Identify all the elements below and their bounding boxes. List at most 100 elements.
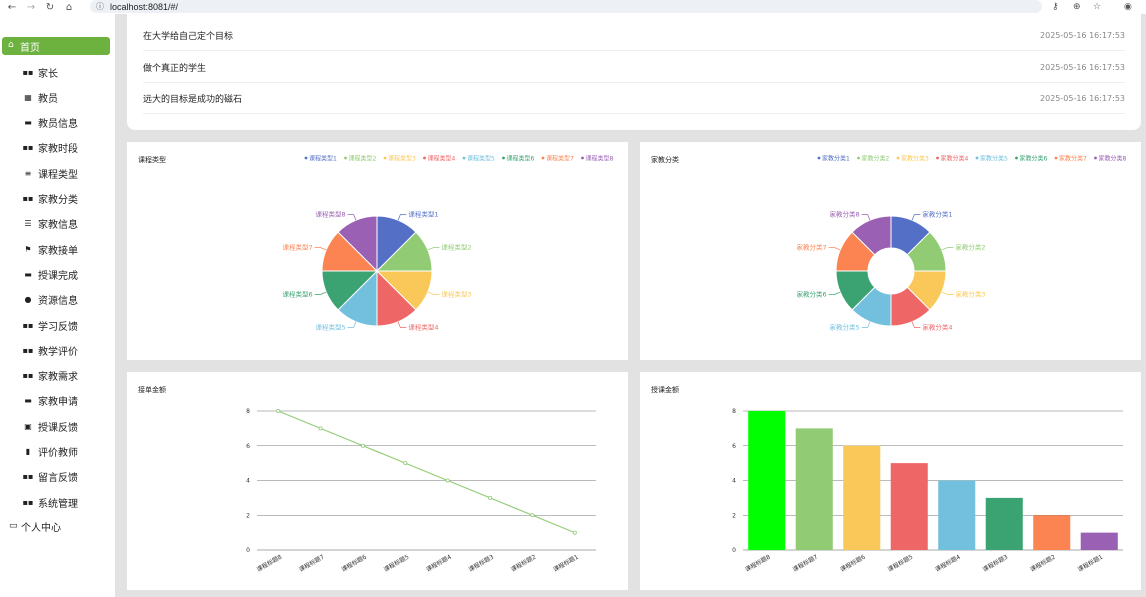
data-point bbox=[403, 461, 408, 466]
leader-line bbox=[314, 247, 327, 251]
sidebar-item-label: 首页 bbox=[20, 42, 40, 54]
sidebar-item[interactable]: ▬ 授课完成 bbox=[0, 265, 115, 283]
y-tick-label: 0 bbox=[246, 547, 250, 554]
legend-label: 课程类型6 bbox=[507, 155, 535, 163]
legend-marker bbox=[857, 156, 860, 160]
pie-slice bbox=[851, 215, 892, 256]
profile-icon[interactable]: ◉ bbox=[1124, 1, 1132, 12]
grid-icon: ▪▪ bbox=[22, 472, 34, 482]
leader-line bbox=[427, 247, 440, 251]
slice-label: 家教分类3 bbox=[955, 289, 985, 298]
legend-label: 家教分类3 bbox=[901, 155, 929, 163]
data-point bbox=[360, 443, 365, 448]
slice-label: 课程类型6 bbox=[283, 289, 313, 298]
notice-date: 2025-05-16 16:17:53 bbox=[1040, 62, 1125, 72]
sidebar-item-label: 课程类型 bbox=[38, 169, 78, 181]
x-tick-label: 课程标题5 bbox=[886, 553, 914, 574]
x-tick-label: 课程标题4 bbox=[934, 553, 962, 574]
y-tick-label: 8 bbox=[732, 408, 736, 415]
forward-icon[interactable]: → bbox=[26, 1, 36, 13]
sidebar-item[interactable]: ▬ 教员信息 bbox=[0, 114, 115, 132]
x-tick-label: 课程标题8 bbox=[255, 553, 283, 574]
x-tick-label: 课程标题7 bbox=[297, 553, 325, 574]
sidebar-item[interactable]: ⚑ 家教接单 bbox=[0, 240, 115, 258]
sidebar-item[interactable]: ▪▪ 系统管理 bbox=[0, 493, 115, 511]
sidebar-item[interactable]: ▪▪ 家长 bbox=[0, 63, 115, 81]
legend-marker bbox=[502, 156, 505, 160]
back-icon[interactable]: ← bbox=[7, 1, 17, 13]
sidebar-item-label: 家教分类 bbox=[38, 195, 78, 206]
star-icon[interactable]: ☆ bbox=[1093, 1, 1102, 12]
sidebar-item[interactable]: ▬ 家教申请 bbox=[0, 392, 115, 410]
legend-marker bbox=[304, 156, 308, 160]
leader-line bbox=[941, 247, 954, 251]
sidebar-item[interactable]: ☰ 家教信息 bbox=[0, 215, 115, 233]
home-icon[interactable]: ⌂ bbox=[65, 1, 73, 13]
list-icon: ☰ bbox=[24, 219, 32, 229]
sidebar-item-label: 资源信息 bbox=[38, 296, 78, 308]
sidebar-item-home[interactable]: ⌂ 首页 bbox=[2, 37, 110, 55]
sidebar-item[interactable]: ▪▪ 学习反馈 bbox=[0, 316, 115, 334]
sidebar-item[interactable]: ▮ 评价教师 bbox=[0, 443, 115, 461]
bar bbox=[1033, 515, 1071, 550]
leader-line bbox=[941, 291, 954, 295]
chart-card-lesson-amount: 授课金额 0 2 4 6 8 课程标题8 课程标题7 课程标题6 课程标题5 课程标题4 课程标题3… bbox=[640, 372, 1141, 590]
sidebar-item[interactable]: ▪▪ 家教分类 bbox=[0, 190, 115, 208]
notice-row[interactable]: 做个真正的学生 2025-05-16 16:17:53 bbox=[143, 52, 1125, 83]
chart-icon: ▮ bbox=[25, 447, 31, 456]
notice-date: 2025-05-16 16:17:53 bbox=[1040, 30, 1125, 40]
leader-line bbox=[347, 321, 357, 328]
data-point bbox=[530, 513, 535, 518]
bar bbox=[748, 411, 786, 550]
legend-label: 课程类型3 bbox=[388, 155, 416, 163]
sidebar-item[interactable]: ▦ 教员 bbox=[0, 88, 115, 106]
legend-label: 家教分类7 bbox=[1059, 155, 1087, 163]
legend-label: 课程类型2 bbox=[349, 155, 377, 163]
calendar-icon: ▭ bbox=[9, 521, 18, 531]
chart-title: 授课金额 bbox=[651, 386, 679, 394]
y-tick-label: 4 bbox=[246, 478, 250, 485]
data-point bbox=[318, 426, 323, 431]
sidebar-item[interactable]: ▣ 授课反馈 bbox=[0, 417, 115, 435]
sidebar-item[interactable]: ▪▪ 教学评价 bbox=[0, 341, 115, 359]
notice-title: 远大的目标是成功的磁石 bbox=[143, 94, 243, 105]
sidebar-item[interactable]: ▪▪ 留言反馈 bbox=[0, 468, 115, 486]
notice-row[interactable]: 在大学给自己定个目标 2025-05-16 16:17:53 bbox=[143, 20, 1125, 51]
legend-label: 课程类型1 bbox=[309, 155, 337, 163]
notice-row[interactable]: 远大的目标是成功的磁石 2025-05-16 16:17:53 bbox=[143, 83, 1125, 114]
legend-marker bbox=[541, 156, 545, 160]
sidebar-item-personal[interactable]: ▭ 个人中心 bbox=[0, 518, 115, 534]
leader-line bbox=[314, 291, 327, 295]
sidebar-item[interactable]: ▪▪ 家教需求 bbox=[0, 367, 115, 385]
notice-title: 在大学给自己定个目标 bbox=[143, 31, 234, 42]
legend-marker bbox=[423, 156, 426, 160]
chart-card-course-type: 课程类型 课程类型1 课程类型2 课程类型3 课程类型4 课程类型5 课程类型6 课程类型7… bbox=[127, 142, 628, 360]
chart-card-order-amount: 接单金额 0 2 4 6 8 课程标题8 课程标题7 课程标题6 课程标题5 课程标题4 课程标题3… bbox=[127, 372, 628, 590]
x-tick-label: 课程标题8 bbox=[744, 553, 772, 574]
y-tick-label: 0 bbox=[732, 547, 736, 554]
flag-icon: ⚑ bbox=[24, 244, 32, 254]
y-tick-label: 6 bbox=[246, 443, 250, 450]
sidebar-item-label: 教员 bbox=[38, 93, 58, 105]
chart-title: 接单金额 bbox=[138, 386, 166, 394]
reload-icon[interactable]: ↻ bbox=[45, 1, 55, 13]
leader-line bbox=[427, 291, 440, 295]
x-tick-label: 课程标题1 bbox=[552, 553, 580, 574]
sidebar-item[interactable]: ≡ 课程类型 bbox=[0, 164, 115, 182]
y-tick-label: 2 bbox=[732, 512, 736, 519]
legend-marker bbox=[1094, 156, 1097, 160]
x-tick-label: 课程标题5 bbox=[382, 553, 410, 574]
sidebar: ⌂ 首页 ▪▪ 家长 ▦ 教员 ▬ 教员信息 ▪▪ 家教时段 ≡ 课程类型 ▪▪ 家教分类 ☰ 家教信息 ⚑… bbox=[0, 32, 115, 597]
sidebar-item[interactable]: ● 资源信息 bbox=[0, 291, 115, 309]
address-bar[interactable]: ⓘ localhost:8081/#/ bbox=[90, 0, 1042, 13]
site-info-icon[interactable]: ⓘ bbox=[96, 2, 104, 11]
sidebar-item[interactable]: ▪▪ 家教时段 bbox=[0, 139, 115, 157]
sliders-icon: ≡ bbox=[24, 168, 32, 178]
x-tick-label: 课程标题4 bbox=[425, 553, 453, 574]
zoom-icon[interactable]: ⊕ bbox=[1073, 1, 1081, 12]
legend-label: 家教分类4 bbox=[941, 155, 969, 163]
sidebar-item-label: 家教时段 bbox=[38, 144, 78, 156]
key-icon[interactable]: ⚷ bbox=[1052, 1, 1059, 12]
notice-title: 做个真正的学生 bbox=[143, 63, 207, 74]
leader-line bbox=[397, 214, 407, 221]
